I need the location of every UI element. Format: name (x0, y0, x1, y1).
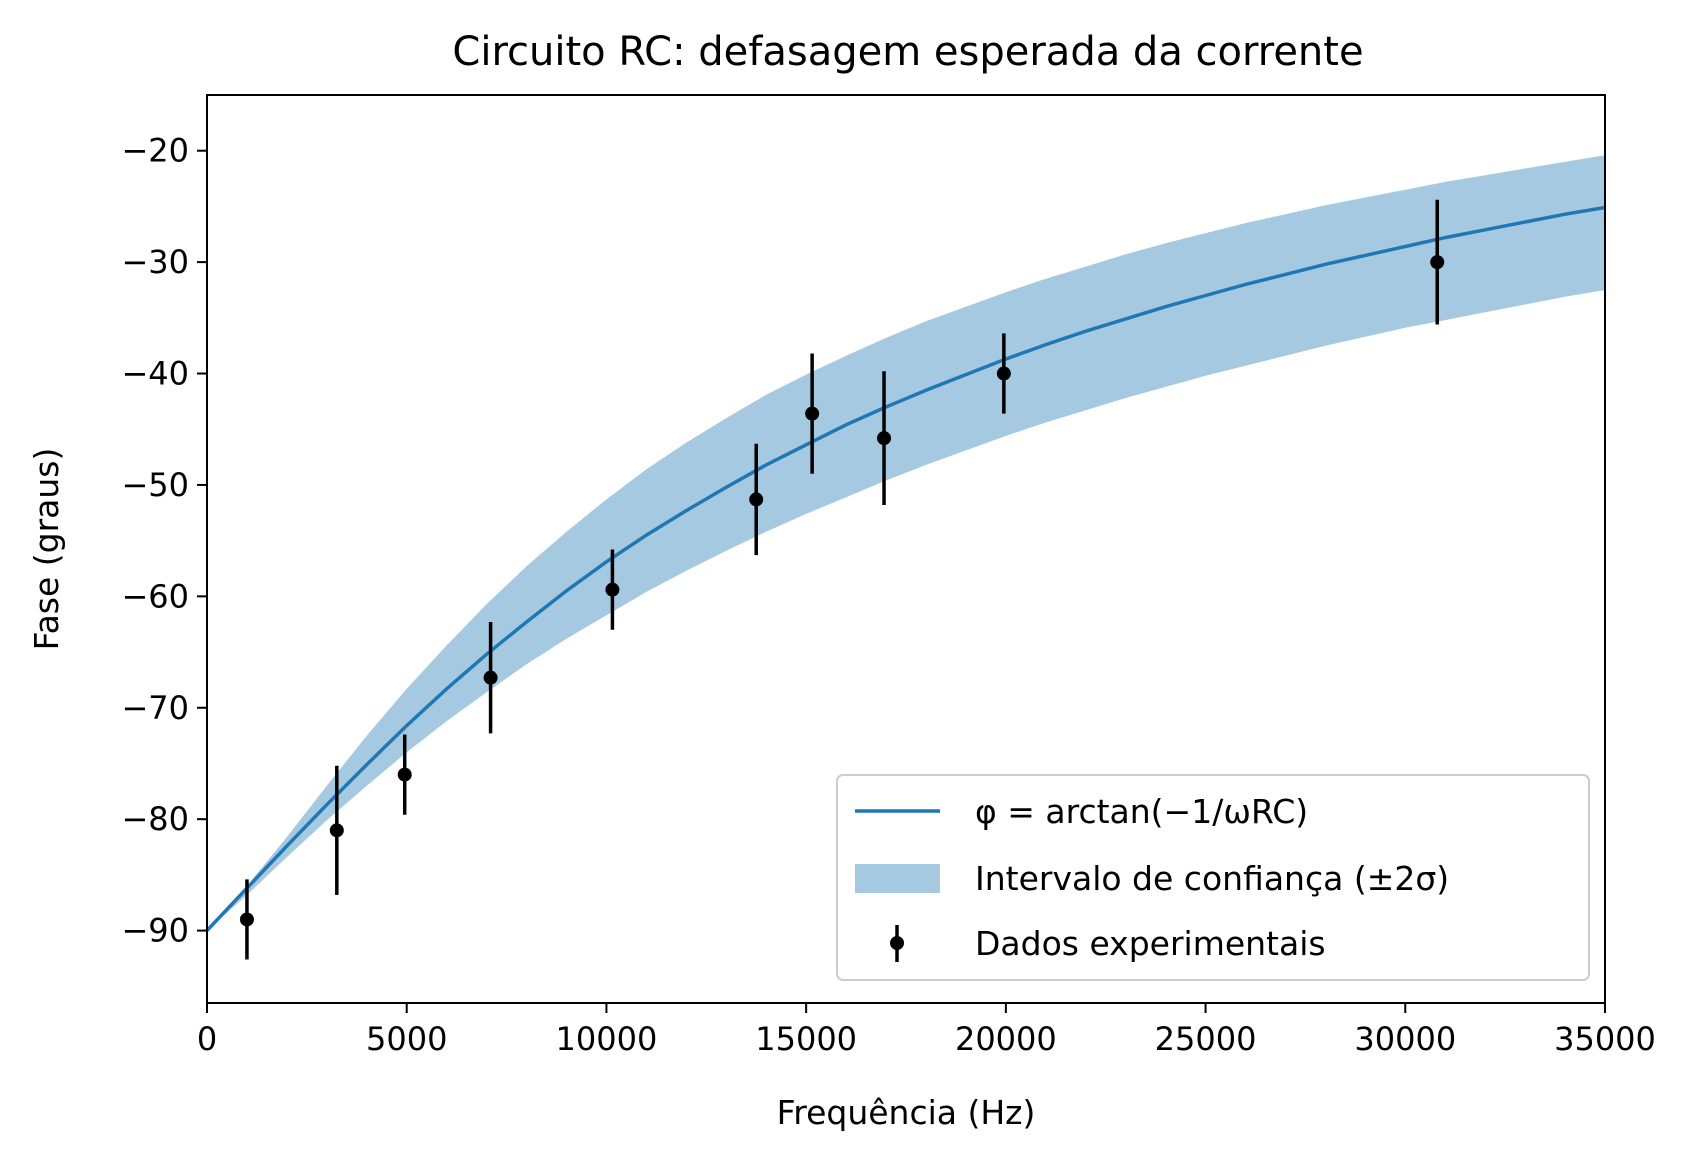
model-curve (205, 205, 1606, 932)
data-point (397, 734, 412, 815)
legend-points-label: Dados experimentais (975, 924, 1326, 963)
point-marker (996, 366, 1011, 381)
data-point (605, 549, 620, 630)
y-axis-label: Fase (graus) (27, 448, 66, 651)
point-marker (397, 767, 412, 782)
y-tick-label: −90 (121, 912, 189, 950)
data-point (877, 371, 892, 505)
data-point (239, 879, 254, 960)
y-tick-label: −40 (121, 355, 189, 393)
x-tick-label: 0 (197, 1020, 217, 1058)
y-tick-label: −80 (121, 800, 189, 838)
data-point (483, 621, 498, 734)
y-tick-label: −60 (121, 577, 189, 615)
data-point (749, 443, 764, 556)
legend-box (836, 774, 1590, 981)
x-tick-label: 30000 (1354, 1020, 1456, 1058)
y-axis: −90 −80 −70 −60 −50 −40 −30 −20 (121, 132, 207, 950)
legend-points-marker (890, 936, 904, 950)
y-tick-label: −30 (121, 243, 189, 281)
data-point (805, 353, 820, 474)
x-tick-label: 25000 (1155, 1020, 1257, 1058)
data-point (1430, 199, 1445, 325)
y-tick-label: −50 (121, 466, 189, 504)
legend-model-label: φ = arctan(−1/ωRC) (975, 792, 1308, 831)
legend-band-label: Intervalo de confiança (±2σ) (975, 859, 1449, 898)
point-marker (483, 670, 498, 685)
point-marker (239, 912, 254, 927)
confidence-band (207, 155, 1605, 931)
x-tick-label: 35000 (1554, 1020, 1656, 1058)
plot-frame (206, 94, 1606, 1004)
data-point (329, 765, 344, 895)
x-tick-label: 10000 (556, 1020, 658, 1058)
x-tick-label: 15000 (755, 1020, 857, 1058)
chart-title: Circuito RC: defasagem esperada da corre… (452, 29, 1363, 75)
point-marker (749, 492, 764, 507)
legend: φ = arctan(−1/ωRC) Intervalo de confianç… (836, 774, 1590, 981)
legend-band-swatch (855, 864, 940, 893)
data-point (996, 333, 1011, 414)
x-axis: 0 5000 10000 15000 20000 25000 30000 35000 (197, 1003, 1656, 1058)
y-tick-label: −70 (121, 689, 189, 727)
x-axis-label: Frequência (Hz) (777, 1093, 1036, 1132)
point-marker (877, 431, 892, 446)
point-marker (1430, 255, 1445, 270)
x-tick-label: 5000 (366, 1020, 447, 1058)
x-tick-label: 20000 (955, 1020, 1057, 1058)
point-marker (329, 823, 344, 838)
point-marker (805, 406, 820, 421)
y-tick-label: −20 (121, 132, 189, 170)
data-points (239, 199, 1445, 960)
plot-area (205, 155, 1606, 960)
point-marker (605, 582, 620, 597)
